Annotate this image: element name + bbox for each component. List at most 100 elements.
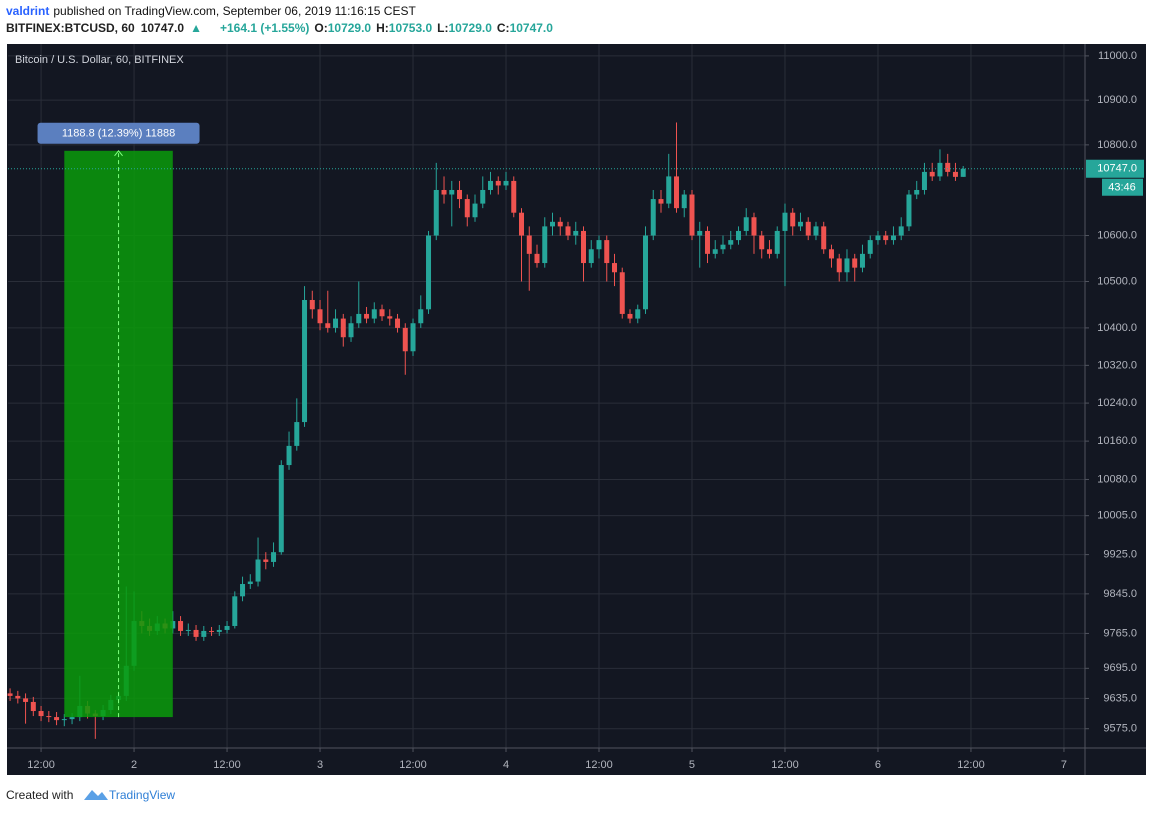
candle-body	[178, 621, 184, 631]
countdown: 43:46	[1108, 182, 1136, 194]
last-price-label: 10747.0	[1097, 163, 1137, 175]
logo	[84, 790, 108, 800]
candle-body	[697, 230, 703, 236]
change-arrow: ▲	[190, 21, 202, 35]
chart-title: Bitcoin / U.S. Dollar, 60, BITFINEX	[15, 54, 184, 66]
candle-body	[550, 221, 556, 227]
quote-line: BITFINEX:BTCUSD, 60 10747.0 ▲ +164.1 (+1.55…	[6, 21, 553, 35]
candle-body	[565, 226, 571, 236]
candle-body	[689, 194, 695, 236]
candle-body	[720, 244, 726, 250]
candle-body	[364, 313, 370, 319]
candle-body	[921, 171, 927, 190]
candle-body	[240, 584, 246, 597]
y-tick-label: 9575.0	[1103, 723, 1137, 735]
candle-body	[735, 230, 741, 241]
candle-body	[650, 199, 656, 236]
candle-body	[813, 226, 819, 236]
y-tick-label: 10600.0	[1097, 229, 1137, 241]
ohlc-key: H:	[376, 21, 389, 35]
candle-body	[945, 162, 951, 172]
candle-body	[844, 258, 850, 273]
countdown-box	[1102, 178, 1143, 196]
candle-body	[960, 168, 966, 177]
candle-body	[61, 719, 67, 721]
measure-label: 1188.8 (12.39%) 11888	[62, 128, 175, 140]
symbol: BITFINEX:BTCUSD, 60	[6, 21, 135, 35]
y-tick-label: 10400.0	[1097, 322, 1137, 334]
x-tick-label: 12:00	[771, 759, 799, 771]
candle-body	[23, 698, 29, 702]
x-tick-label: 3	[317, 759, 323, 771]
y-tick-label: 10160.0	[1097, 435, 1137, 447]
candle-body	[712, 249, 718, 254]
x-tick-label: 12:00	[399, 759, 427, 771]
candle-body	[294, 422, 300, 446]
ohlc-value: 10729.0	[449, 21, 493, 35]
candle-body	[38, 711, 44, 717]
candle-body	[867, 240, 873, 254]
candle-body	[278, 465, 284, 553]
chart-background	[7, 44, 1146, 775]
x-tick-label: 6	[875, 759, 881, 771]
candle-body	[457, 189, 463, 200]
candle-body	[557, 221, 563, 227]
candle-body	[209, 630, 215, 632]
candle-body	[54, 717, 60, 721]
y-tick-label: 10800.0	[1097, 139, 1137, 151]
x-tick-label: 12:00	[27, 759, 55, 771]
candle-body	[519, 212, 525, 236]
candle-body	[7, 693, 13, 696]
ohlc-key: L:	[437, 21, 448, 35]
y-tick-label: 9635.0	[1103, 692, 1137, 704]
candle-body	[782, 212, 788, 231]
candle-body	[542, 226, 548, 264]
candle-body	[441, 189, 447, 195]
measure-arrow-head	[114, 150, 123, 157]
candle-body	[495, 180, 501, 186]
candle-body	[828, 249, 834, 259]
candle-body	[309, 300, 315, 310]
x-tick-label: 5	[689, 759, 695, 771]
change: +164.1 (+1.55%)	[220, 21, 309, 35]
candle-body	[410, 323, 416, 352]
candle-body	[635, 309, 641, 319]
y-tick-label: 10900.0	[1097, 94, 1137, 106]
candle-body	[937, 162, 943, 177]
candle-body	[797, 221, 803, 227]
candle-body	[619, 272, 625, 314]
candle-body	[790, 212, 796, 227]
candle-body	[379, 309, 385, 317]
candle-body	[216, 629, 222, 632]
candle-body	[15, 695, 21, 699]
candle-body	[232, 596, 238, 626]
candle-body	[836, 258, 842, 273]
y-tick-label: 10080.0	[1097, 473, 1137, 485]
candle-body	[30, 701, 36, 712]
candle-body	[193, 629, 199, 637]
candle-body	[371, 309, 377, 319]
candle-body	[69, 717, 75, 720]
candle-body	[247, 581, 253, 585]
candle-body	[201, 630, 207, 637]
candle-body	[766, 249, 772, 254]
candle-body	[387, 316, 393, 319]
candle-body	[805, 221, 811, 236]
candle-body	[255, 559, 261, 582]
candle-body	[46, 716, 52, 718]
candle-body	[526, 235, 532, 254]
candle-body	[681, 194, 687, 209]
candle-body	[642, 235, 648, 310]
candle-body	[573, 230, 579, 236]
candle-body	[743, 217, 749, 231]
candle-body	[325, 323, 331, 328]
candle-body	[402, 327, 408, 352]
ohlc-key: C:	[497, 21, 510, 35]
x-tick-label: 12:00	[213, 759, 241, 771]
x-tick-label: 2	[131, 759, 137, 771]
candle-body	[464, 199, 470, 218]
footer-brand[interactable]: TradingView	[109, 788, 175, 802]
publisher[interactable]: valdrint	[6, 4, 49, 18]
candle-body	[604, 240, 610, 264]
